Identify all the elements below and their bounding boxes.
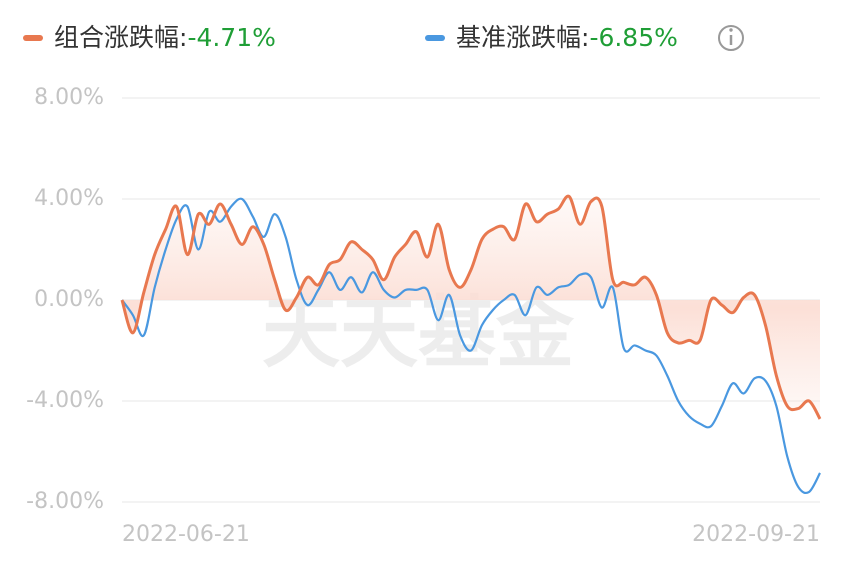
info-icon[interactable] [718, 25, 744, 51]
y-tick-label: 0.00% [34, 287, 104, 312]
legend-name: 基准涨跌幅: [456, 23, 589, 52]
watermark: 天天基金 [262, 288, 575, 378]
info-icon-dot [729, 28, 733, 32]
legend-label: 基准涨跌幅:-6.85% [456, 23, 678, 52]
y-tick-label: 4.00% [34, 186, 104, 211]
y-tick-label: -8.00% [26, 489, 104, 514]
area [122, 196, 820, 419]
x-tick-label: 2022-09-21 [692, 522, 820, 547]
legend-label: 组合涨跌幅:-4.71% [54, 23, 276, 52]
y-tick-label: 8.00% [34, 85, 104, 110]
legend-total: -6.85% [589, 23, 677, 52]
line [120, 194, 822, 420]
legend-name: 组合涨跌幅: [54, 23, 187, 52]
legend: 组合涨跌幅:-4.71% 基准涨跌幅:-6.85% [23, 23, 678, 52]
y-tick-label: -4.00% [26, 388, 104, 413]
line [121, 197, 821, 495]
legend-total: -4.71% [187, 23, 275, 52]
x-tick-label: 2022-06-21 [122, 522, 250, 547]
